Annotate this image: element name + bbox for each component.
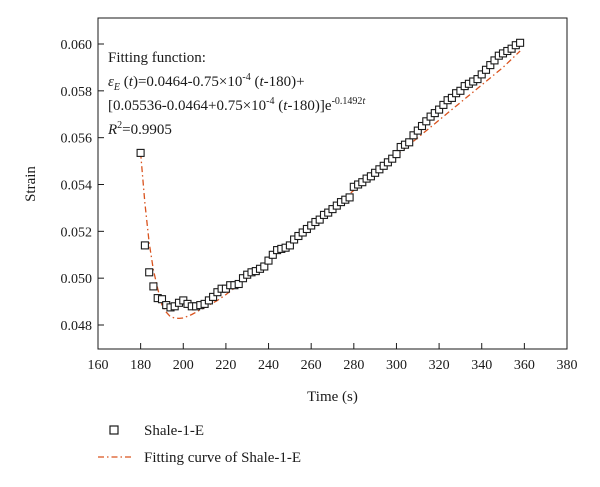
- scatter-point: [413, 126, 422, 135]
- legend: Shale-1-E Fitting curve of Shale-1-E: [98, 423, 301, 466]
- scatter-point: [490, 56, 499, 65]
- scatter-point: [268, 250, 277, 259]
- plot-area: 160 180 200 220 240 260 280 300 320 340 360 380 0.0…: [61, 17, 578, 373]
- x-tick-label: 360: [514, 358, 535, 373]
- x-tick-label: 340: [471, 358, 492, 373]
- y-tick-label: 0.058: [61, 85, 93, 100]
- y-axis-title: Strain: [23, 166, 39, 202]
- scatter-point: [260, 262, 269, 271]
- legend-item-scatter: Shale-1-E: [109, 423, 204, 439]
- x-tick-label: 300: [386, 358, 407, 373]
- scatter-point: [481, 65, 491, 74]
- y-tick-label: 0.060: [61, 38, 93, 53]
- scatter-point: [447, 93, 456, 102]
- y-tick-label: 0.056: [61, 132, 93, 147]
- annotation-line-1: Fitting function:: [108, 50, 206, 66]
- x-tick-label: 160: [88, 358, 109, 373]
- x-tick-label: 380: [557, 358, 578, 373]
- x-tick-label: 320: [429, 358, 450, 373]
- x-tick-label: 280: [343, 358, 364, 373]
- scatter-point: [285, 241, 294, 250]
- scatter-point: [409, 131, 418, 140]
- y-tick-label: 0.052: [61, 225, 93, 240]
- scatter-point: [209, 292, 218, 301]
- scatter-point: [345, 193, 354, 202]
- y-tick-label: 0.048: [61, 319, 93, 334]
- scatter-point: [149, 282, 158, 291]
- legend-square-marker: [109, 425, 119, 435]
- scatter-point: [392, 150, 401, 159]
- scatter-point: [456, 86, 465, 95]
- scatter-point: [473, 75, 482, 84]
- annotation-line-2: εE (t)=0.0464-0.75×10-4 (t-180)+: [108, 72, 305, 93]
- x-tick-label: 200: [173, 358, 194, 373]
- y-tick-label: 0.054: [61, 179, 93, 194]
- scatter-point: [486, 61, 495, 70]
- scatter-layer: [136, 38, 525, 312]
- annotation-line-4: R2=0.9905: [107, 120, 172, 138]
- scatter-point: [315, 215, 324, 224]
- y-tick-label: 0.050: [61, 272, 93, 287]
- scatter-point: [157, 295, 167, 304]
- scatter-point: [477, 70, 486, 79]
- plot-frame: [97, 17, 568, 350]
- scatter-point: [405, 138, 414, 147]
- legend-item-fit: Fitting curve of Shale-1-E: [98, 450, 301, 466]
- scatter-point: [234, 279, 243, 289]
- scatter-point: [388, 154, 397, 163]
- scatter-point: [439, 100, 448, 109]
- x-axis-ticks: 160 180 200 220 240 260 280 300 320 340 360 380: [88, 343, 578, 373]
- legend-label-fit: Fitting curve of Shale-1-E: [144, 450, 301, 466]
- scatter-point: [145, 268, 154, 277]
- x-tick-label: 180: [130, 358, 151, 373]
- scatter-point: [140, 241, 149, 250]
- scatter-point: [435, 105, 444, 114]
- scatter-point: [417, 121, 427, 131]
- x-tick-label: 260: [301, 358, 322, 373]
- scatter-point: [136, 148, 145, 157]
- legend-label-scatter: Shale-1-E: [144, 423, 204, 439]
- fitting-annotation: Fitting function: εE (t)=0.0464-0.75×10-…: [107, 50, 365, 138]
- x-tick-label: 240: [258, 358, 279, 373]
- x-axis-title: Time (s): [307, 389, 358, 405]
- scatter-point: [516, 38, 525, 47]
- x-tick-label: 220: [215, 358, 236, 373]
- scatter-point: [422, 117, 431, 126]
- y-axis-ticks: 0.048 0.050 0.052 0.054 0.056 0.058 0.060: [61, 38, 104, 334]
- annotation-line-3: [0.05536-0.0464+0.75×10-4 (t-180)]e-0.14…: [108, 96, 365, 114]
- scatter-point: [264, 256, 273, 265]
